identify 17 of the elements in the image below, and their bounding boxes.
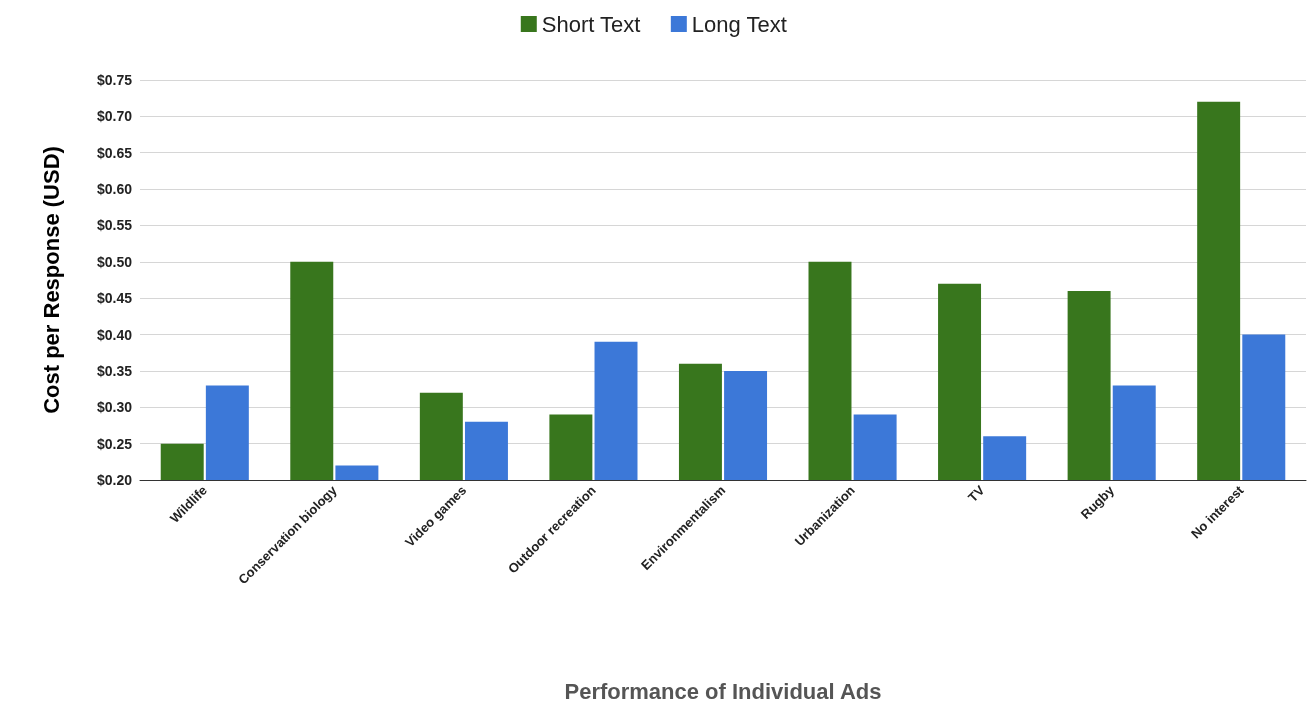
y-tick-label: $0.20 bbox=[96, 472, 133, 488]
x-axis-title: Performance of Individual Ads bbox=[564, 678, 882, 704]
legend-label: Short Text bbox=[541, 11, 641, 37]
y-axis-title: Cost per Response (USD) bbox=[38, 146, 64, 414]
y-tick-label: $0.30 bbox=[96, 399, 133, 416]
x-tick-label: TV bbox=[965, 482, 988, 506]
y-tick-label: $0.45 bbox=[96, 290, 133, 307]
y-tick-label: $0.70 bbox=[96, 108, 133, 125]
y-tick-label: $0.50 bbox=[96, 253, 133, 270]
y-tick-label: $0.40 bbox=[96, 326, 133, 343]
y-tick-label: $0.75 bbox=[96, 72, 133, 88]
y-tick-label: $0.65 bbox=[96, 144, 133, 161]
y-tick-label: $0.60 bbox=[96, 181, 133, 198]
legend-label: Long Text bbox=[691, 11, 787, 37]
y-tick-label: $0.55 bbox=[96, 217, 133, 234]
y-tick-label: $0.35 bbox=[96, 362, 133, 379]
y-tick-label: $0.25 bbox=[96, 435, 133, 452]
